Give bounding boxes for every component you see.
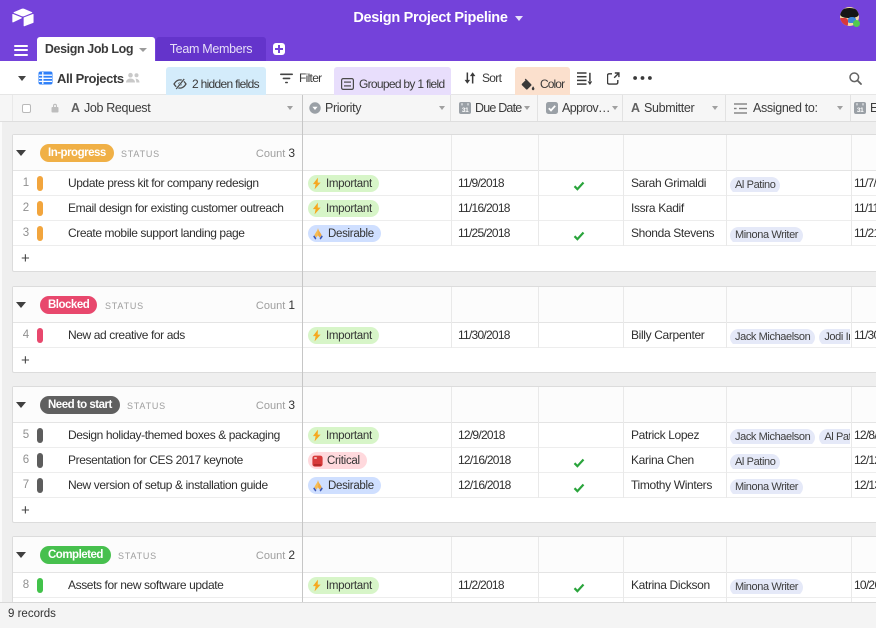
svg-text:31: 31: [857, 107, 864, 114]
svg-text:31: 31: [462, 107, 469, 114]
